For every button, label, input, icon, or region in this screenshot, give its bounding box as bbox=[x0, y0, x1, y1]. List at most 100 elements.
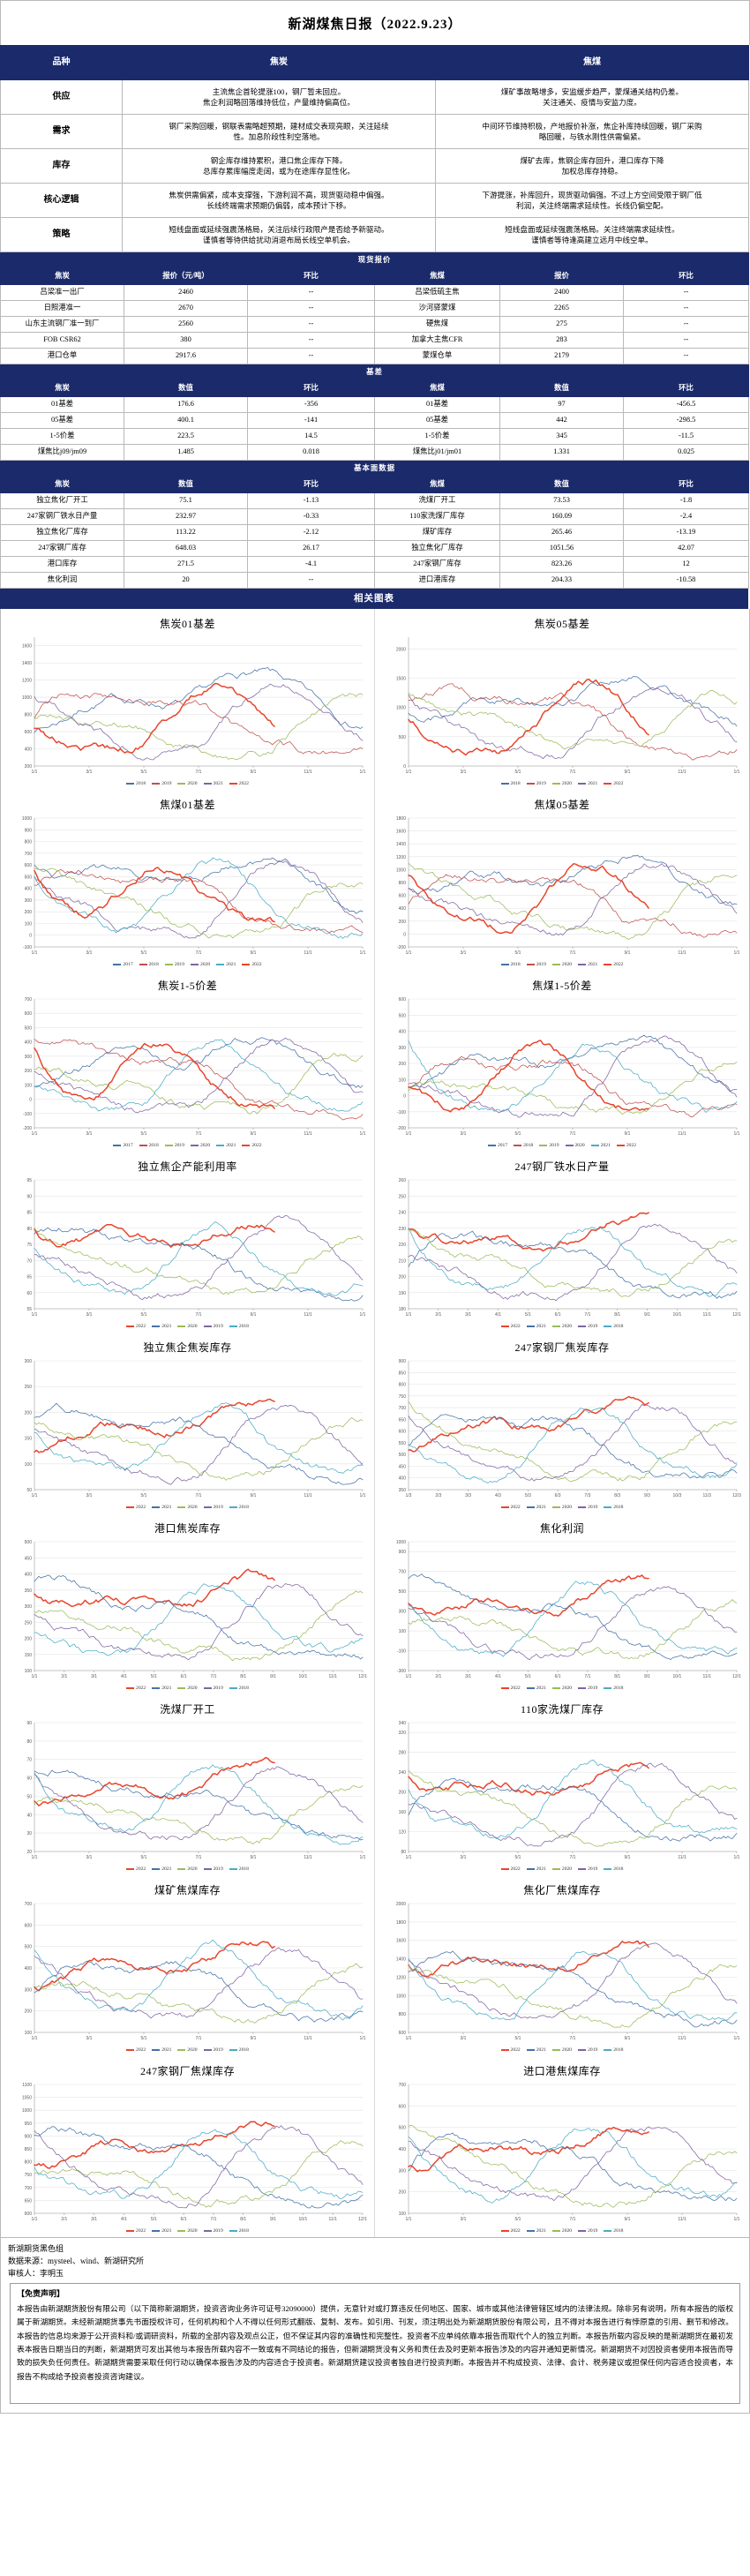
legend-label: 2019 bbox=[588, 1324, 598, 1329]
chart-plot: 350 400 450 500 550 600 650 700 750 800 850 900 1/3 2… bbox=[382, 1356, 742, 1504]
legend-swatch bbox=[604, 782, 612, 785]
legend-swatch bbox=[578, 964, 587, 965]
svg-text:8/1: 8/1 bbox=[240, 1674, 246, 1679]
chart-series-2019 bbox=[408, 683, 738, 761]
svg-text:7/1: 7/1 bbox=[195, 770, 201, 775]
svg-text:100: 100 bbox=[24, 1462, 32, 1468]
chart-plot: -200 -100 0 100 200 300 400 500 600 700 1/1 3/1 5/1 7… bbox=[7, 994, 368, 1142]
svg-text:1/1: 1/1 bbox=[31, 1855, 37, 1860]
fundamentals-cell: 进口港库存 bbox=[374, 572, 500, 589]
svg-text:55: 55 bbox=[26, 1307, 32, 1312]
basis-header-1: 数值 bbox=[124, 380, 248, 397]
table-row: 05基差 400.1 -141 05基差 442 -298.5 bbox=[0, 412, 750, 429]
legend-swatch bbox=[604, 1687, 612, 1689]
basis-cell: 1.485 bbox=[124, 444, 248, 461]
summary-cell-coke: 主流焦企首轮提涨100，钢厂暂未回应。 焦企利润略回落维持低位，产量维持偏高位。 bbox=[122, 79, 436, 115]
svg-text:1/1: 1/1 bbox=[31, 1674, 37, 1679]
svg-text:100: 100 bbox=[24, 1083, 32, 1088]
svg-text:5/1: 5/1 bbox=[525, 1674, 531, 1679]
legend-item: 2018 bbox=[229, 1866, 249, 1872]
legend-item: 2022 bbox=[500, 2047, 521, 2053]
chart-series-2017 bbox=[408, 1034, 738, 1093]
svg-text:7/1: 7/1 bbox=[570, 1855, 576, 1860]
chart-cell: 焦炭1-5价差 -200 -100 0 100 200 300 400 500 600 700 1/1… bbox=[1, 971, 375, 1152]
legend-swatch bbox=[500, 2048, 509, 2052]
svg-text:5/1: 5/1 bbox=[150, 2217, 156, 2222]
svg-text:8/1: 8/1 bbox=[240, 2217, 246, 2222]
svg-text:300: 300 bbox=[24, 1604, 32, 1610]
svg-text:3/1: 3/1 bbox=[91, 1674, 97, 1679]
summary-header-1: 焦炭 bbox=[122, 45, 436, 80]
legend-item: 2021 bbox=[152, 1686, 171, 1691]
svg-text:9/1: 9/1 bbox=[250, 2036, 256, 2041]
legend-label: 2020 bbox=[561, 2047, 573, 2053]
svg-text:3/1: 3/1 bbox=[86, 770, 92, 775]
chart-plot: 100 200 300 400 500 600 700 1/1 3/1 5/1 7/1 9/1 11/1… bbox=[7, 1898, 368, 2047]
basis-cell: 0.018 bbox=[247, 444, 375, 461]
legend-label: 2018 bbox=[613, 1324, 624, 1329]
chart-cell: 焦煤05基差 -200 0 200 400 600 800 1000 1200 1400 1600 1… bbox=[375, 790, 749, 971]
svg-text:7/1: 7/1 bbox=[195, 950, 201, 956]
chart-row: 焦炭1-5价差 -200 -100 0 100 200 300 400 500 600 700 1/1… bbox=[1, 971, 749, 1152]
legend-item: 2018 bbox=[604, 1505, 623, 1510]
svg-text:250: 250 bbox=[24, 1385, 32, 1390]
spot-cell: -- bbox=[622, 348, 750, 364]
svg-text:190: 190 bbox=[399, 1291, 407, 1296]
legend-swatch bbox=[229, 2049, 237, 2051]
spot-cell: 吕梁低硫主焦 bbox=[374, 284, 500, 301]
legend-label: 2020 bbox=[561, 1686, 573, 1691]
svg-text:200: 200 bbox=[24, 1069, 32, 1074]
svg-text:100: 100 bbox=[399, 1629, 407, 1634]
spot-cell: -- bbox=[622, 332, 750, 349]
svg-text:9/1: 9/1 bbox=[270, 1674, 276, 1679]
spot-cell: -- bbox=[622, 300, 750, 317]
legend-swatch bbox=[191, 964, 199, 965]
chart-series-2017 bbox=[34, 857, 363, 914]
svg-text:600: 600 bbox=[399, 1430, 407, 1435]
svg-text:350: 350 bbox=[24, 1588, 32, 1594]
fundamentals-cell: 20 bbox=[124, 572, 248, 589]
svg-text:9/1: 9/1 bbox=[250, 770, 256, 775]
fundamentals-cell: 独立焦化厂开工 bbox=[0, 492, 124, 509]
spot-cell: 硬焦煤 bbox=[374, 316, 500, 333]
chart-title: 焦炭1-5价差 bbox=[157, 980, 218, 992]
legend-item: 2022 bbox=[604, 962, 623, 967]
svg-text:900: 900 bbox=[399, 1550, 407, 1555]
legend-label: 2018 bbox=[148, 1143, 159, 1148]
svg-text:7/1: 7/1 bbox=[584, 1312, 590, 1318]
svg-text:11/1: 11/1 bbox=[304, 1131, 312, 1137]
chart-row: 煤矿焦煤库存 100 200 300 400 500 600 700 1/1 3/1 5/1 7/1 9… bbox=[1, 1875, 749, 2056]
legend-item: 2019 bbox=[526, 781, 546, 786]
legend-label: 2021 bbox=[536, 2228, 546, 2234]
chart-cell: 焦炭01基差 200 400 600 800 1000 1200 1400 1600 1/1 3/1… bbox=[1, 609, 375, 790]
legend-item: 2018 bbox=[126, 781, 146, 786]
legend-label: 2021 bbox=[588, 962, 598, 967]
svg-text:2/1: 2/1 bbox=[435, 1674, 441, 1679]
svg-text:12/1: 12/1 bbox=[732, 1312, 741, 1318]
legend-item: 2021 bbox=[578, 962, 597, 967]
spot-section-title: 现货报价 bbox=[0, 252, 750, 269]
svg-text:11/1: 11/1 bbox=[304, 1312, 312, 1318]
legend-item: 2019 bbox=[203, 1505, 223, 1510]
chart-series-2021 bbox=[408, 1230, 738, 1299]
svg-text:1/1: 1/1 bbox=[359, 950, 365, 956]
chart-legend: 2017 2018 2019 2020 2021 2022 bbox=[379, 1143, 746, 1148]
svg-text:9/1: 9/1 bbox=[270, 2217, 276, 2222]
svg-text:0: 0 bbox=[403, 932, 406, 937]
legend-label: 2021 bbox=[161, 1866, 172, 1872]
svg-text:450: 450 bbox=[399, 1465, 407, 1470]
legend-label: 2021 bbox=[536, 2047, 546, 2053]
chart-series-2018 bbox=[408, 1760, 738, 1840]
legend-label: 2018 bbox=[510, 781, 521, 786]
spot-cell: 蒙煤仓单 bbox=[374, 348, 500, 364]
legend-swatch bbox=[242, 1144, 251, 1147]
legend-swatch bbox=[203, 1687, 212, 1689]
svg-text:600: 600 bbox=[24, 730, 32, 735]
svg-text:9/3: 9/3 bbox=[644, 1493, 650, 1498]
svg-text:6/3: 6/3 bbox=[555, 1493, 561, 1498]
legend-label: 2021 bbox=[226, 962, 236, 967]
legend-label: 2019 bbox=[213, 2228, 223, 2234]
svg-text:5/3: 5/3 bbox=[525, 1493, 531, 1498]
basis-cell: -141 bbox=[247, 412, 375, 429]
svg-text:400: 400 bbox=[399, 1476, 407, 1482]
